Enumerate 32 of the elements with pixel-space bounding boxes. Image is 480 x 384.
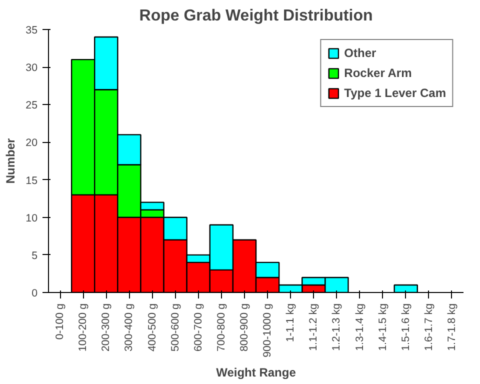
x-tick-label: 1.4-1.5 kg bbox=[376, 303, 389, 351]
x-tick-label: 200-300 g bbox=[100, 303, 112, 352]
x-tick-label: 400-500 g bbox=[146, 303, 158, 352]
x-tick-label: 300-400 g bbox=[123, 303, 136, 352]
x-axis-title: Weight Range bbox=[216, 365, 296, 380]
x-tick-label: 1.5-1.6 kg bbox=[400, 303, 412, 351]
legend-label: Rocker Arm bbox=[344, 66, 412, 80]
x-tick-label: 1.7-1.8 kg bbox=[446, 303, 458, 351]
y-tick-label: 35 bbox=[26, 24, 38, 36]
x-tick-label: 600-700 g bbox=[192, 303, 204, 352]
y-tick-label: 25 bbox=[26, 100, 38, 112]
legend-label: Other bbox=[344, 46, 376, 60]
x-tick-label: 700-800 g bbox=[215, 303, 228, 352]
chart-title: Rope Grab Weight Distribution bbox=[139, 8, 373, 24]
x-tick-label: 0-100 g bbox=[54, 303, 66, 340]
legend-label: Type 1 Lever Cam bbox=[344, 86, 446, 100]
y-tick-label: 30 bbox=[26, 62, 38, 74]
y-tick-label: 15 bbox=[26, 174, 38, 187]
x-tick-label: 500-600 g bbox=[169, 303, 182, 352]
x-tick-label: 1-1.1 kg bbox=[284, 303, 297, 342]
y-axis-title: Number bbox=[4, 138, 18, 184]
x-tick-label: 1.6-1.7 kg bbox=[422, 303, 435, 351]
y-tick-label: 10 bbox=[26, 212, 38, 224]
y-tick-label: 20 bbox=[26, 137, 38, 150]
x-tick-label: 800-900 g bbox=[238, 303, 250, 352]
y-tick-label: 5 bbox=[32, 250, 38, 262]
x-tick-label: 1.1-1.2 kg bbox=[308, 303, 320, 351]
y-tick-label: 0 bbox=[32, 288, 38, 300]
x-tick-label: 900-1000 g bbox=[262, 303, 274, 358]
x-tick-label: 100-200 g bbox=[77, 303, 90, 352]
x-tick-label: 1.2-1.3 kg bbox=[330, 303, 343, 351]
x-tick-label: 1.3-1.4 kg bbox=[354, 303, 366, 351]
